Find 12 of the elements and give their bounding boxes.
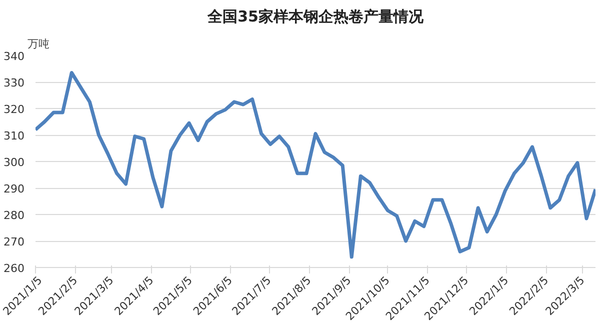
y-tick-label: 280 bbox=[4, 209, 25, 222]
y-tick-label: 310 bbox=[4, 130, 25, 142]
y-tick-label: 270 bbox=[4, 236, 25, 248]
y-tick-label: 340 bbox=[4, 50, 25, 63]
y-tick-label: 300 bbox=[4, 156, 25, 169]
line-series bbox=[36, 70, 596, 259]
y-tick-label: 290 bbox=[4, 182, 25, 196]
chart-title: 全国35家样本钢企热卷产量情况 bbox=[206, 8, 424, 26]
y-tick-label: 330 bbox=[4, 76, 25, 90]
y-tick-label: 260 bbox=[4, 262, 25, 275]
y-axis-title: 万吨 bbox=[28, 38, 50, 50]
y-tick-label: 320 bbox=[4, 103, 25, 116]
